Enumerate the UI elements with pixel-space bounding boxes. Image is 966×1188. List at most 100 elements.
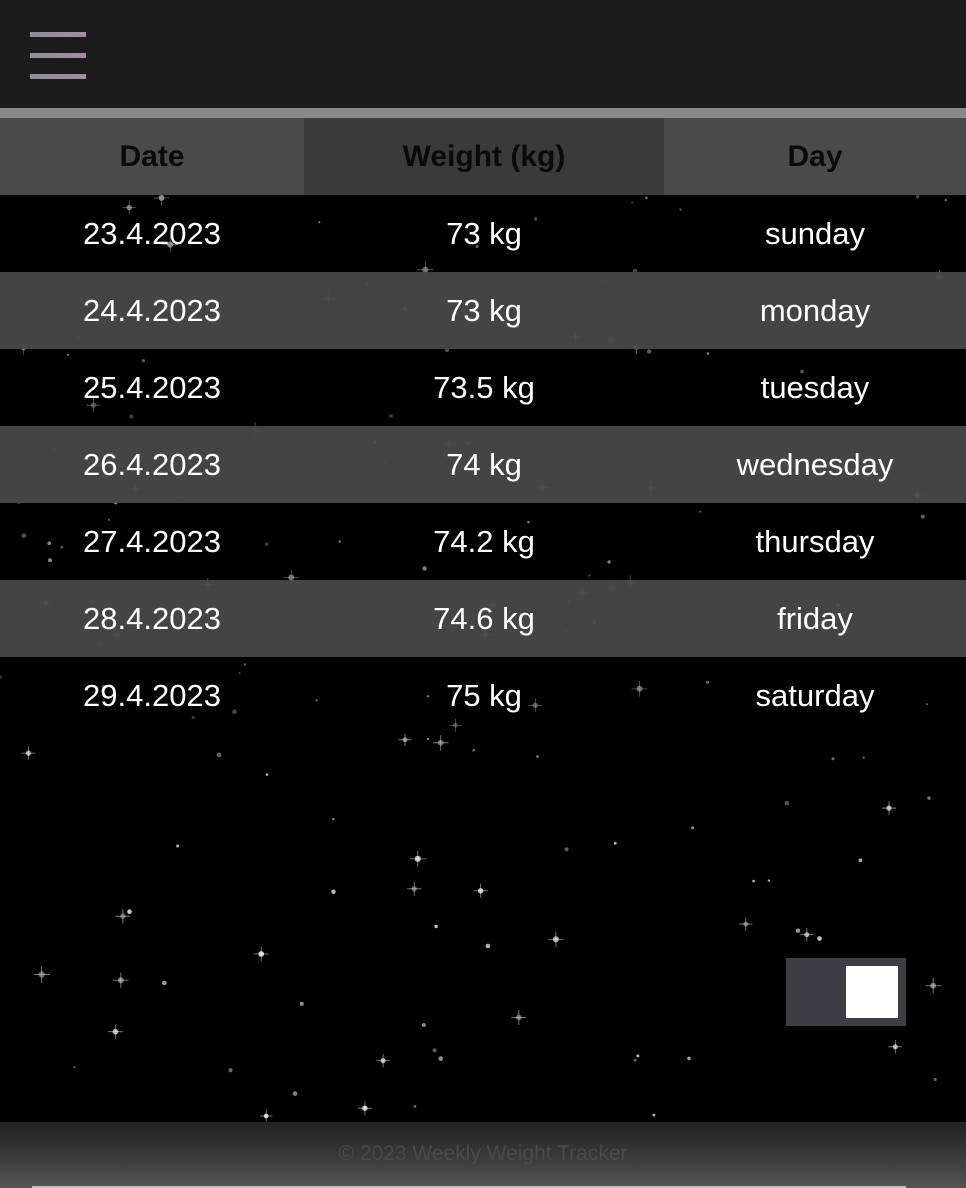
cell-weight: 74.6 kg bbox=[304, 580, 664, 657]
star bbox=[265, 542, 269, 546]
star bbox=[856, 534, 860, 538]
star-sparkle bbox=[162, 236, 179, 253]
cell-day: tuesday bbox=[664, 349, 966, 426]
cell-weight: 73 kg bbox=[304, 195, 664, 272]
star bbox=[485, 943, 491, 949]
cell-date: 25.4.2023 bbox=[0, 349, 304, 426]
star bbox=[434, 924, 438, 929]
star-sparkle bbox=[108, 1024, 123, 1039]
table-header-row: Date Weight (kg) Day bbox=[0, 118, 966, 195]
star bbox=[60, 545, 64, 549]
cell-date: 23.4.2023 bbox=[0, 195, 304, 272]
star bbox=[66, 353, 70, 357]
star bbox=[127, 909, 132, 914]
cell-day: wednesday bbox=[664, 426, 966, 503]
star bbox=[916, 195, 920, 199]
star bbox=[652, 1113, 656, 1117]
table-row: 28.4.2023 74.6 kg friday bbox=[0, 580, 966, 657]
star bbox=[687, 1056, 691, 1061]
star bbox=[588, 574, 591, 577]
star-sparkle bbox=[800, 928, 814, 942]
star-sparkle bbox=[409, 850, 426, 867]
app-header bbox=[0, 0, 966, 108]
star bbox=[534, 217, 538, 221]
cell-date: 27.4.2023 bbox=[0, 503, 304, 580]
cell-day: friday bbox=[664, 580, 966, 657]
star bbox=[422, 566, 427, 571]
star bbox=[817, 936, 822, 941]
star bbox=[47, 541, 51, 546]
star bbox=[421, 1023, 426, 1027]
star-sparkle bbox=[528, 698, 543, 713]
star-sparkle bbox=[739, 917, 753, 931]
cell-day: thursday bbox=[664, 503, 966, 580]
star bbox=[636, 1054, 640, 1058]
star bbox=[228, 1068, 233, 1073]
star-sparkle bbox=[407, 881, 422, 896]
star bbox=[795, 928, 801, 933]
star bbox=[920, 514, 925, 519]
star bbox=[475, 244, 479, 249]
star-sparkle bbox=[115, 908, 131, 924]
star bbox=[292, 1091, 298, 1096]
star bbox=[933, 1078, 937, 1081]
cell-day: sunday bbox=[664, 195, 966, 272]
cell-weight: 74.2 kg bbox=[304, 503, 664, 580]
column-header-day: Day bbox=[664, 118, 966, 195]
star bbox=[161, 230, 165, 234]
star bbox=[633, 268, 638, 273]
star bbox=[162, 980, 167, 986]
star bbox=[426, 695, 430, 698]
theme-toggle-switch[interactable] bbox=[786, 958, 906, 1026]
weight-table: Date Weight (kg) Day 23.4.2023 73 kg sun… bbox=[0, 118, 966, 734]
cell-date: 29.4.2023 bbox=[0, 657, 304, 734]
star-sparkle bbox=[376, 1053, 390, 1068]
table-row: 24.4.2023 73 kg monday bbox=[0, 272, 966, 349]
star bbox=[427, 738, 429, 740]
star bbox=[129, 414, 134, 419]
column-header-weight: Weight (kg) bbox=[304, 118, 664, 195]
hamburger-menu-icon[interactable] bbox=[30, 32, 86, 80]
star bbox=[338, 540, 341, 543]
star bbox=[927, 796, 931, 800]
star bbox=[613, 841, 617, 845]
star-sparkle bbox=[432, 735, 449, 751]
star bbox=[331, 889, 336, 894]
star bbox=[176, 844, 180, 848]
star bbox=[318, 221, 321, 224]
star-sparkle bbox=[86, 398, 101, 413]
menu-bar bbox=[30, 53, 86, 58]
footer-copyright: © 2023 Weekly Weight Tracker bbox=[338, 1142, 628, 1165]
star bbox=[389, 414, 393, 418]
cell-day: monday bbox=[664, 272, 966, 349]
star bbox=[265, 773, 269, 776]
cell-weight: 73 kg bbox=[304, 272, 664, 349]
cell-date: 24.4.2023 bbox=[0, 272, 304, 349]
column-header-date: Date bbox=[0, 118, 304, 195]
star bbox=[315, 699, 318, 702]
star bbox=[631, 201, 634, 204]
star bbox=[299, 1001, 304, 1006]
star bbox=[752, 879, 755, 883]
table-row: 26.4.2023 74 kg wednesday bbox=[0, 426, 966, 503]
star bbox=[699, 510, 702, 513]
star bbox=[564, 847, 569, 852]
table-row: 29.4.2023 75 kg saturday bbox=[0, 657, 966, 734]
star-sparkle bbox=[881, 800, 897, 816]
star bbox=[706, 352, 710, 355]
star-sparkle bbox=[122, 200, 137, 215]
star bbox=[432, 1048, 437, 1053]
star bbox=[243, 663, 247, 666]
star-sparkle bbox=[511, 1010, 527, 1025]
star-sparkle bbox=[253, 946, 269, 962]
star bbox=[706, 680, 709, 684]
star bbox=[645, 196, 648, 200]
cell-weight: 74 kg bbox=[304, 426, 664, 503]
cell-weight: 75 kg bbox=[304, 657, 664, 734]
star bbox=[191, 715, 195, 720]
cell-date: 26.4.2023 bbox=[0, 426, 304, 503]
star bbox=[536, 755, 539, 758]
star bbox=[607, 560, 611, 564]
menu-bar bbox=[30, 74, 86, 79]
star bbox=[862, 756, 865, 759]
